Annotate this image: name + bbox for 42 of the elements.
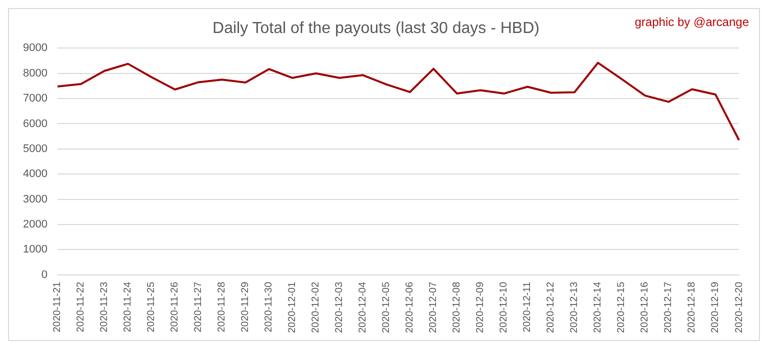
x-tick-label: 2020-12-03 [334,281,346,334]
x-tick-label: 2020-11-29 [240,281,252,332]
x-tick-label: 2020-11-22 [76,281,87,332]
x-tick-label: 2020-12-19 [710,281,722,334]
x-tick-label: 2020-12-18 [686,281,698,334]
y-tick-label: 3000 [22,193,48,206]
y-tick-label: 6000 [22,118,48,130]
y-tick-label: 8000 [22,67,48,80]
chart-title: Daily Total of the payouts (last 30 days - HBD) [212,20,540,38]
x-tick-label: 2020-11-26 [170,281,181,332]
x-tick-label: 2020-12-15 [616,281,628,334]
x-tick-label: 2020-12-01 [287,281,298,334]
x-tick-label: 2020-12-14 [592,281,604,334]
x-tick-label: 2020-11-24 [122,281,134,332]
x-tick-label: 2020-12-09 [475,281,486,334]
y-tick-label: 4000 [22,168,48,180]
x-tick-label: 2020-12-06 [404,281,416,334]
x-tick-label: 2020-12-16 [640,281,651,334]
y-tick-label: 0 [41,268,48,281]
x-tick-label: 2020-11-28 [216,281,228,332]
x-tick-label: 2020-12-12 [546,281,557,334]
y-tick-label: 7000 [22,92,48,105]
x-tick-label: 2020-12-05 [381,281,392,334]
y-tick-label: 5000 [22,142,48,155]
x-tick-label: 2020-11-25 [146,281,158,332]
x-tick-label: 2020-12-04 [358,281,369,334]
y-tick-label: 2000 [22,218,48,231]
x-tick-label: 2020-12-02 [310,281,322,334]
y-tick-label: 1000 [22,244,48,256]
x-tick-label: 2020-11-30 [264,281,275,332]
x-tick-label: 2020-12-13 [569,281,580,334]
x-tick-label: 2020-12-20 [734,281,745,334]
x-tick-label: 2020-12-11 [522,281,534,332]
x-tick-label: 2020-12-07 [428,281,440,334]
x-tick-label: 2020-12-10 [498,281,510,334]
text: graphic by @arcange [634,15,749,29]
x-tick-label: 2020-11-21 [52,281,64,332]
x-tick-label: 2020-11-23 [99,281,110,332]
x-tick-label: 2020-12-08 [452,281,463,334]
x-tick-label: 2020-12-17 [663,281,674,334]
y-tick-label: 9000 [22,42,48,54]
x-tick-label: 2020-11-27 [193,281,204,332]
